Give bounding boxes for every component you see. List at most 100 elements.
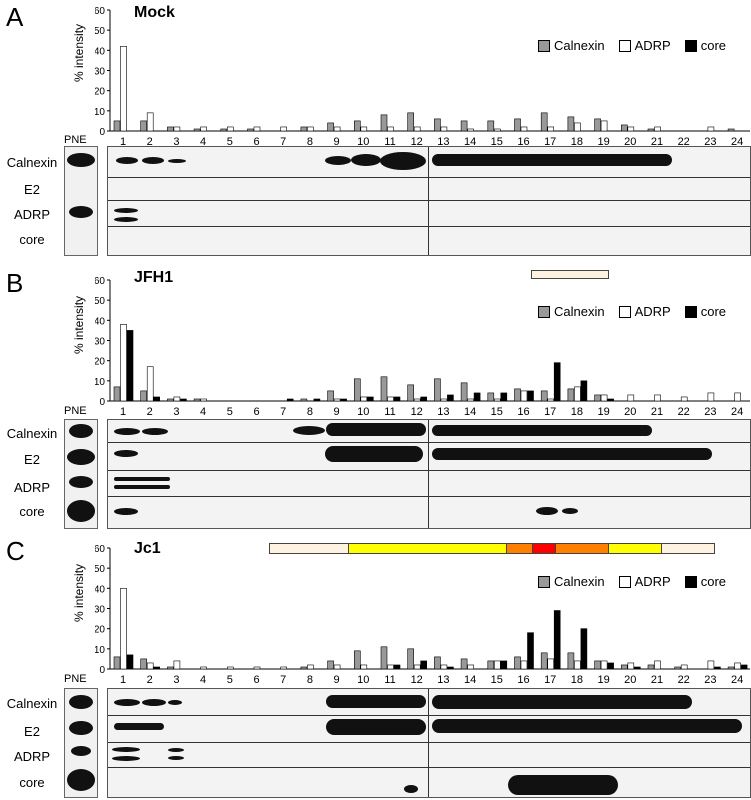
- blot-band: [168, 700, 182, 705]
- bar-core: [153, 666, 161, 670]
- bar-adrp: [600, 660, 608, 670]
- bar-calnexin: [300, 666, 308, 670]
- y-tick-label: 30: [95, 605, 105, 616]
- x-tick-label: 2: [147, 406, 153, 418]
- pne-band: [67, 500, 95, 522]
- blot-band: [326, 423, 426, 436]
- bar-adrp: [574, 386, 581, 402]
- blot-divider: [108, 177, 750, 178]
- x-tick-label: 12: [411, 406, 423, 418]
- bar-calnexin: [327, 122, 334, 132]
- pne-label: PNE: [64, 134, 87, 146]
- bar-calnexin: [327, 390, 334, 402]
- blot-band: [116, 157, 138, 164]
- bar-calnexin: [140, 120, 148, 132]
- bar-adrp: [734, 662, 741, 670]
- bar-adrp: [307, 126, 314, 132]
- bar-adrp: [253, 666, 261, 670]
- bar-adrp: [200, 666, 207, 670]
- legend-label-core: core: [700, 38, 727, 53]
- bar-adrp: [173, 126, 181, 132]
- x-tick-label: 21: [651, 406, 663, 418]
- bar-calnexin: [727, 666, 735, 670]
- bar-core: [366, 396, 374, 402]
- bar-adrp: [654, 660, 661, 670]
- bar-calnexin: [594, 118, 601, 132]
- bar-adrp: [600, 394, 608, 402]
- bar-adrp: [440, 126, 448, 132]
- x-tick-label: 4: [200, 136, 206, 148]
- bar-calnexin: [567, 116, 575, 132]
- bar-adrp: [467, 664, 474, 670]
- bar-adrp: [227, 126, 234, 132]
- x-tick-label: 22: [678, 674, 690, 686]
- row-label-calnexin: Calnexin: [6, 426, 58, 441]
- x-tick-label: 8: [307, 136, 313, 148]
- bar-adrp: [707, 126, 715, 132]
- x-tick-label: 14: [464, 406, 476, 418]
- bar-calnexin: [620, 124, 628, 132]
- x-tick-label: 24: [731, 674, 743, 686]
- bar-calnexin: [167, 666, 174, 670]
- row-label-e2: E2: [24, 724, 40, 739]
- bar-core: [447, 394, 454, 402]
- blot-band: [114, 485, 170, 489]
- panel-label: A: [6, 2, 24, 32]
- gradient-bar: [531, 270, 609, 279]
- bar-adrp: [547, 126, 555, 132]
- blot-divider: [108, 767, 750, 768]
- y-axis-label: % intensity: [72, 295, 86, 354]
- y-tick-label: 0: [99, 665, 105, 676]
- blot-band: [432, 719, 742, 733]
- panel-label: B: [6, 268, 24, 298]
- y-axis-label: % intensity: [72, 563, 86, 622]
- blot-band: [380, 152, 426, 170]
- x-tick-label: 23: [704, 136, 716, 148]
- x-tick-label: 23: [704, 674, 716, 686]
- blot-band: [168, 756, 184, 760]
- pne-blot: [64, 419, 98, 529]
- gradient-segment: [347, 544, 506, 553]
- panel-title: Mock: [134, 4, 175, 21]
- x-tick-label: 20: [624, 674, 636, 686]
- legend-swatch-core: [684, 305, 697, 318]
- bar-core: [393, 396, 401, 402]
- bar-adrp: [387, 126, 394, 132]
- x-tick-label: 3: [173, 406, 179, 418]
- bar-core: [420, 660, 428, 670]
- bar-calnexin: [167, 398, 174, 402]
- x-tick-label: 18: [571, 674, 583, 686]
- bar-calnexin: [620, 664, 628, 670]
- bar-core: [313, 398, 321, 402]
- bar-adrp: [253, 126, 261, 132]
- x-tick-label: 16: [517, 406, 529, 418]
- bar-core: [553, 362, 561, 402]
- pne-band: [69, 695, 93, 709]
- bar-core: [393, 664, 401, 670]
- x-tick-label: 13: [437, 674, 449, 686]
- x-tick-label: 15: [491, 406, 503, 418]
- bar-calnexin: [407, 384, 415, 402]
- blot-band: [168, 159, 186, 163]
- bar-calnexin: [487, 120, 495, 132]
- x-tick-label: 1: [120, 406, 126, 418]
- y-axis-label: % intensity: [72, 23, 86, 82]
- x-tick-label: 2: [147, 136, 153, 148]
- bar-adrp: [520, 126, 528, 132]
- bar-adrp: [200, 126, 207, 132]
- bar-core: [580, 628, 588, 670]
- legend-label-adrp: ADRP: [634, 304, 671, 319]
- bar-adrp: [493, 660, 501, 670]
- bar-adrp: [574, 660, 581, 670]
- bar-adrp: [707, 392, 715, 402]
- bar-adrp: [467, 398, 474, 402]
- x-tick-label: 7: [280, 406, 286, 418]
- bar-calnexin: [434, 378, 441, 402]
- bar-adrp: [333, 398, 341, 402]
- bar-calnexin: [380, 114, 388, 132]
- row-label-calnexin: Calnexin: [6, 155, 58, 170]
- bar-adrp: [387, 396, 394, 402]
- x-tick-label: 20: [624, 136, 636, 148]
- bar-adrp: [333, 126, 341, 132]
